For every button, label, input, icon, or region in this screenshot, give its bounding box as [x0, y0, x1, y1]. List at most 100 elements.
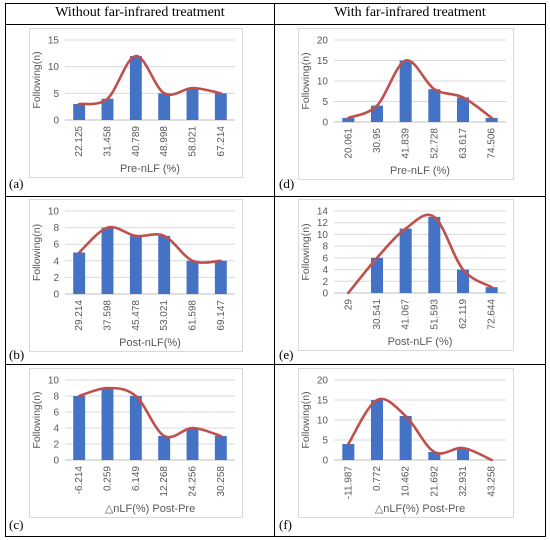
x-tick-label: 61.598 [188, 300, 199, 331]
bar [214, 93, 227, 120]
x-tick-label: 6.149 [131, 466, 142, 491]
x-tick-label: 45.478 [131, 300, 142, 331]
bar [101, 388, 114, 460]
y-tick-label: 5 [53, 89, 59, 100]
bar [342, 117, 355, 122]
y-tick-label: 8 [322, 242, 328, 253]
x-tick-label: 10.462 [401, 466, 412, 497]
x-axis-title: Pre-nLF (%) [390, 165, 450, 177]
trend-line [77, 54, 223, 106]
y-axis-title: Following(n) [31, 224, 43, 281]
x-tick-label: 69.147 [216, 300, 227, 331]
bar [214, 260, 227, 294]
y-tick-label: 6 [53, 240, 59, 251]
y-tick-label: 10 [317, 416, 329, 427]
y-axis-title: Following(n) [300, 223, 312, 280]
x-tick-label: 24.256 [188, 466, 199, 497]
x-tick-label: 37.598 [103, 300, 114, 331]
y-tick-label: 14 [317, 207, 329, 218]
bar [158, 93, 171, 120]
panel-label-d: (d) [279, 176, 295, 191]
y-tick-label: 5 [322, 97, 328, 108]
y-axis-title: Following(n) [31, 391, 43, 448]
bar [214, 436, 227, 460]
chart-d: 0 5 10 15 20 20.061 30.95 41.839 52.728 63.617 74.… [298, 28, 514, 180]
y-tick-label: 6 [322, 253, 328, 264]
x-tick-label: 30.258 [216, 466, 227, 497]
right-column-header: With far-infrared treatment [334, 5, 486, 20]
y-tick-label: 6 [53, 408, 59, 419]
x-tick-label: 53.021 [159, 300, 170, 331]
bar [399, 416, 412, 460]
left-column-header: Without far-infrared treatment [55, 5, 225, 20]
bar [399, 60, 412, 122]
bar [186, 88, 199, 120]
y-tick-label: 2 [53, 273, 59, 284]
y-tick-label: 0 [322, 456, 328, 467]
panel-b: 0 2 4 6 8 10 29.214 37.598 45.478 53.021 61.598 69.… [29, 199, 243, 352]
x-tick-label: 29 [343, 299, 354, 311]
x-tick-label: 31.458 [103, 126, 114, 157]
trend-line [347, 213, 493, 295]
x-tick-label: 58.021 [188, 126, 199, 157]
trend-line [77, 225, 223, 264]
panel-label-c: (c) [9, 517, 24, 532]
bar [456, 269, 470, 293]
x-tick-label: 52.728 [429, 128, 440, 159]
bar [428, 89, 441, 122]
trend-line [77, 386, 223, 439]
bar [428, 452, 441, 460]
y-tick-label: 10 [48, 207, 60, 218]
bar [399, 228, 412, 293]
chart-b: 0 2 4 6 8 10 29.214 37.598 45.478 53.021 61.598 69.… [29, 199, 243, 352]
bar [158, 235, 171, 294]
bar [485, 287, 498, 293]
panel-label-b: (b) [9, 347, 25, 362]
x-tick-label: 22.125 [74, 126, 85, 157]
x-tick-label: 72.644 [487, 299, 498, 330]
bar [370, 400, 384, 460]
y-tick-label: 0 [53, 290, 59, 301]
y-tick-label: 15 [317, 56, 329, 67]
panel-a: 0 5 10 15 22.125 31.458 40.789 48.998 58.021 67.2… [29, 28, 243, 178]
bar [342, 444, 355, 460]
x-tick-label: 41.839 [401, 128, 412, 159]
bar [129, 235, 142, 294]
x-tick-label: 74.506 [487, 128, 498, 159]
x-tick-label: 63.617 [458, 128, 469, 159]
y-tick-label: 4 [322, 265, 328, 276]
panel-label-f: (f) [279, 517, 292, 532]
y-tick-label: 5 [322, 436, 328, 447]
bar [101, 227, 114, 294]
x-tick-label: 30.95 [372, 128, 383, 153]
bar [456, 97, 470, 122]
y-tick-label: 20 [317, 376, 329, 387]
x-tick-label: -6.214 [74, 466, 85, 495]
panel-label-e: (e) [279, 347, 294, 362]
x-tick-label: 12.268 [159, 466, 170, 497]
y-tick-label: 10 [48, 376, 60, 387]
y-tick-label: 4 [53, 424, 59, 435]
trend-line [347, 59, 493, 120]
y-axis-title: Following(n) [300, 391, 312, 448]
y-tick-label: 0 [322, 289, 328, 300]
y-tick-label: 10 [317, 230, 329, 241]
x-tick-label: 20.061 [343, 128, 354, 159]
bar [101, 98, 114, 120]
y-tick-label: 10 [48, 62, 60, 73]
x-tick-label: 29.214 [74, 300, 85, 331]
x-axis-title: Post-nLF(%) [119, 337, 181, 349]
y-tick-label: 15 [317, 396, 329, 407]
y-tick-label: 8 [53, 392, 59, 403]
bar [158, 436, 171, 460]
chart-c: 0 2 4 6 8 10 -6.214 0.259 6.149 12.268 24.256 30.25… [29, 368, 243, 518]
y-tick-label: 15 [48, 36, 60, 47]
y-tick-label: 10 [317, 77, 329, 88]
y-tick-label: 12 [317, 218, 329, 229]
x-tick-label: 21.692 [429, 466, 440, 497]
y-tick-label: 4 [53, 256, 59, 267]
panel-f: 0 5 10 15 20 -11.987 0.772 10.462 21.692 32.931 43… [298, 368, 514, 518]
panel-label-a: (a) [9, 176, 24, 191]
